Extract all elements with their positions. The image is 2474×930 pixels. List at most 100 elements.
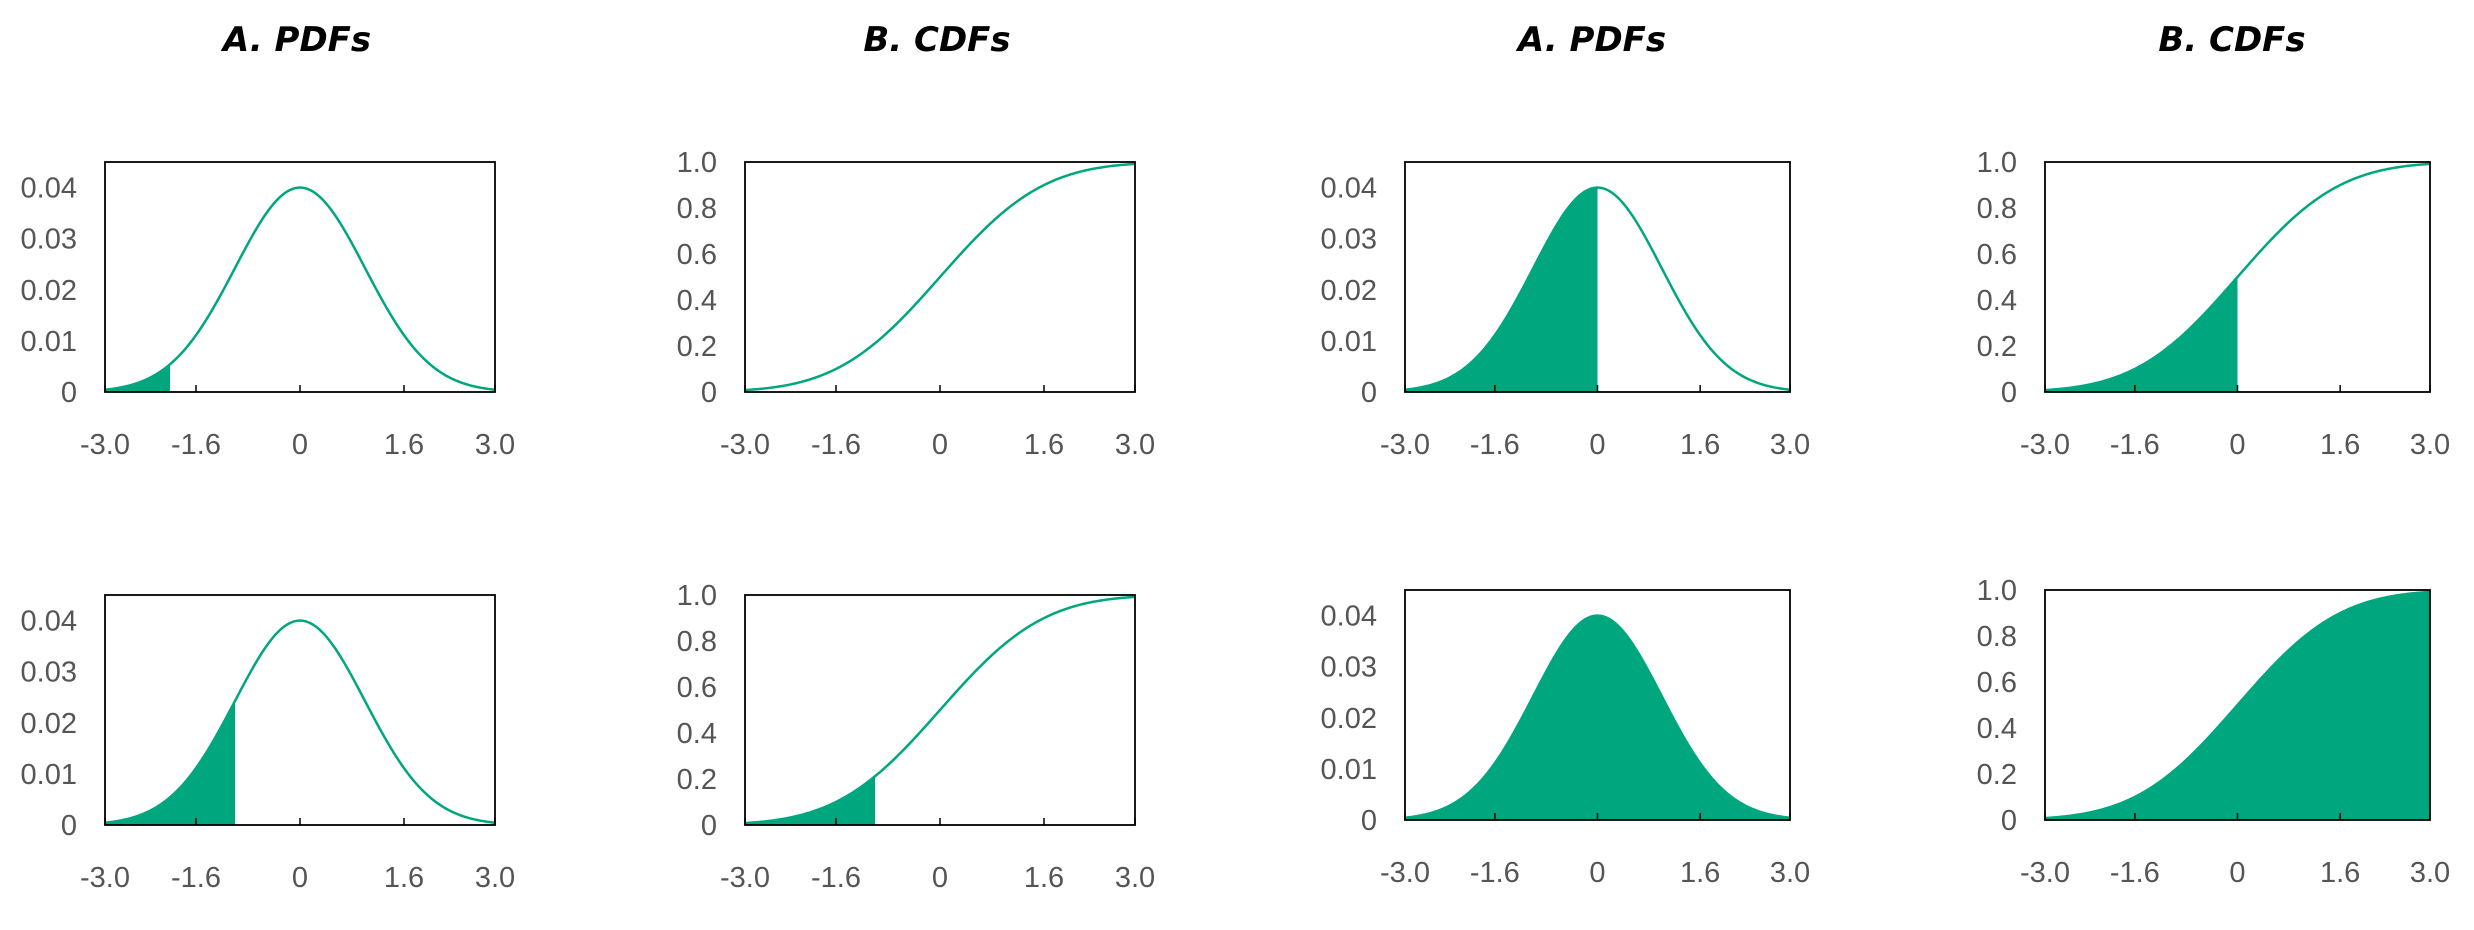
- y-tick-label: 0.4: [1977, 285, 2017, 317]
- x-tick-label: -1.6: [1470, 857, 1520, 889]
- y-tick-label: 0.04: [21, 173, 77, 205]
- y-tick-label: 0.02: [21, 708, 77, 740]
- series-line: [104, 619, 496, 824]
- y-tick-label: 0.2: [677, 764, 717, 796]
- x-tick-label: 0: [2229, 429, 2245, 461]
- y-tick-label: 0.03: [1321, 224, 1377, 256]
- panel-title-pdf-left: A. PDFs: [222, 20, 372, 60]
- x-tick-label: 1.6: [1680, 857, 1720, 889]
- y-tick-label: 0.2: [677, 331, 717, 363]
- x-tick-label: 0: [292, 429, 308, 461]
- plot-frame: [104, 161, 496, 393]
- x-tick-label: -3.0: [1380, 429, 1430, 461]
- shaded-area: [1405, 187, 1598, 392]
- chart-2-pdf: -3.0 -1.6 0 1.6 3.0 0 0.01 0.02 0.03 0.04: [1321, 161, 1810, 461]
- x-tick-label: -1.6: [171, 862, 221, 894]
- x-tick-label: 0: [1589, 429, 1605, 461]
- y-tick-label: 0.02: [1321, 703, 1377, 735]
- x-tick-label: 3.0: [2410, 857, 2450, 889]
- panel-title-pdf-right: A. PDFs: [1517, 20, 1667, 60]
- y-tick-label: 1.0: [677, 147, 717, 179]
- x-tick-label: 1.6: [1024, 429, 1064, 461]
- y-tick-label: 0: [701, 377, 717, 409]
- shaded-area: [105, 701, 235, 825]
- chart-7-cdf: -3.0 -1.6 0 1.6 3.0 0 0.2 0.4 0.6 0.8 1.0: [1977, 575, 2450, 889]
- x-tick-label: 0: [1589, 857, 1605, 889]
- series-line: [2044, 162, 2431, 392]
- y-tick-label: 0.01: [1321, 326, 1377, 358]
- shaded-area: [2045, 277, 2238, 392]
- y-tick-label: 0.03: [21, 224, 77, 256]
- x-tick-label: -3.0: [1380, 857, 1430, 889]
- y-tick-label: 0.02: [1321, 275, 1377, 307]
- y-tick-label: 0.04: [1321, 173, 1377, 205]
- series-line: [1404, 614, 1791, 819]
- series-line: [744, 595, 1136, 825]
- y-tick-label: 0.01: [1321, 754, 1377, 786]
- x-tick-label: -3.0: [720, 862, 770, 894]
- y-tick-label: 0.4: [677, 718, 717, 750]
- x-tick-label: 1.6: [1680, 429, 1720, 461]
- x-tick-label: 0: [932, 429, 948, 461]
- series-line: [2044, 590, 2431, 820]
- shaded-area: [745, 776, 875, 825]
- x-tick-label: -1.6: [2110, 857, 2160, 889]
- panel-title-cdf-left: B. CDFs: [863, 20, 1011, 60]
- series-line: [1404, 186, 1791, 391]
- x-tick-label: 3.0: [475, 429, 515, 461]
- y-tick-label: 0: [1361, 377, 1377, 409]
- plot-frame: [104, 594, 496, 826]
- x-tick-label: -3.0: [80, 862, 130, 894]
- x-tick-label: -1.6: [811, 429, 861, 461]
- chart-5-cdf: -3.0 -1.6 0 1.6 3.0 0 0.2 0.4 0.6 0.8 1.0: [677, 580, 1155, 894]
- x-tick-label: -1.6: [1470, 429, 1520, 461]
- x-tick-label: 3.0: [475, 862, 515, 894]
- y-tick-label: 0.01: [21, 759, 77, 791]
- x-tick-label: 3.0: [1115, 862, 1155, 894]
- y-tick-label: 0.02: [21, 275, 77, 307]
- y-tick-label: 1.0: [1977, 575, 2017, 607]
- x-tick-label: 0: [292, 862, 308, 894]
- chart-6-pdf: -3.0 -1.6 0 1.6 3.0 0 0.01 0.02 0.03 0.04: [1321, 589, 1810, 889]
- shaded-area: [105, 364, 170, 392]
- panel-title-cdf-right: B. CDFs: [2158, 20, 2306, 60]
- x-tick-label: 0: [2229, 857, 2245, 889]
- y-tick-label: 0.4: [677, 285, 717, 317]
- y-tick-label: 0.04: [1321, 601, 1377, 633]
- x-tick-label: -1.6: [2110, 429, 2160, 461]
- y-tick-label: 0.8: [677, 626, 717, 658]
- x-tick-label: 3.0: [1115, 429, 1155, 461]
- y-tick-label: 0.4: [1977, 713, 2017, 745]
- x-tick-label: 1.6: [384, 862, 424, 894]
- chart-4-pdf: -3.0 -1.6 0 1.6 3.0 0 0.01 0.02 0.03 0.04: [21, 594, 515, 894]
- x-tick-label: 1.6: [2320, 857, 2360, 889]
- y-tick-label: 1.0: [1977, 147, 2017, 179]
- x-tick-label: -3.0: [80, 429, 130, 461]
- y-tick-label: 0.8: [1977, 193, 2017, 225]
- y-tick-label: 0.6: [1977, 239, 2017, 271]
- x-tick-label: -3.0: [2020, 429, 2070, 461]
- x-tick-label: -1.6: [171, 429, 221, 461]
- y-tick-label: 0: [61, 810, 77, 842]
- y-tick-label: 0.8: [1977, 621, 2017, 653]
- y-tick-label: 0: [701, 810, 717, 842]
- y-tick-label: 0.03: [1321, 652, 1377, 684]
- chart-0-pdf: -3.0 -1.6 0 1.6 3.0 0 0.01 0.02 0.03 0.04: [21, 161, 515, 461]
- y-tick-label: 0.6: [1977, 667, 2017, 699]
- x-tick-label: -1.6: [811, 862, 861, 894]
- chart-3-cdf: -3.0 -1.6 0 1.6 3.0 0 0.2 0.4 0.6 0.8 1.0: [1977, 147, 2450, 461]
- x-tick-label: -3.0: [720, 429, 770, 461]
- y-tick-label: 0.8: [677, 193, 717, 225]
- y-tick-label: 0.01: [21, 326, 77, 358]
- y-tick-label: 0.6: [677, 239, 717, 271]
- x-tick-label: 3.0: [2410, 429, 2450, 461]
- x-tick-label: 3.0: [1770, 857, 1810, 889]
- y-tick-label: 0: [2001, 377, 2017, 409]
- shaded-area: [1405, 615, 1790, 820]
- x-tick-label: -3.0: [2020, 857, 2070, 889]
- series-line: [744, 162, 1136, 392]
- y-tick-label: 0.03: [21, 657, 77, 689]
- y-tick-label: 0.2: [1977, 331, 2017, 363]
